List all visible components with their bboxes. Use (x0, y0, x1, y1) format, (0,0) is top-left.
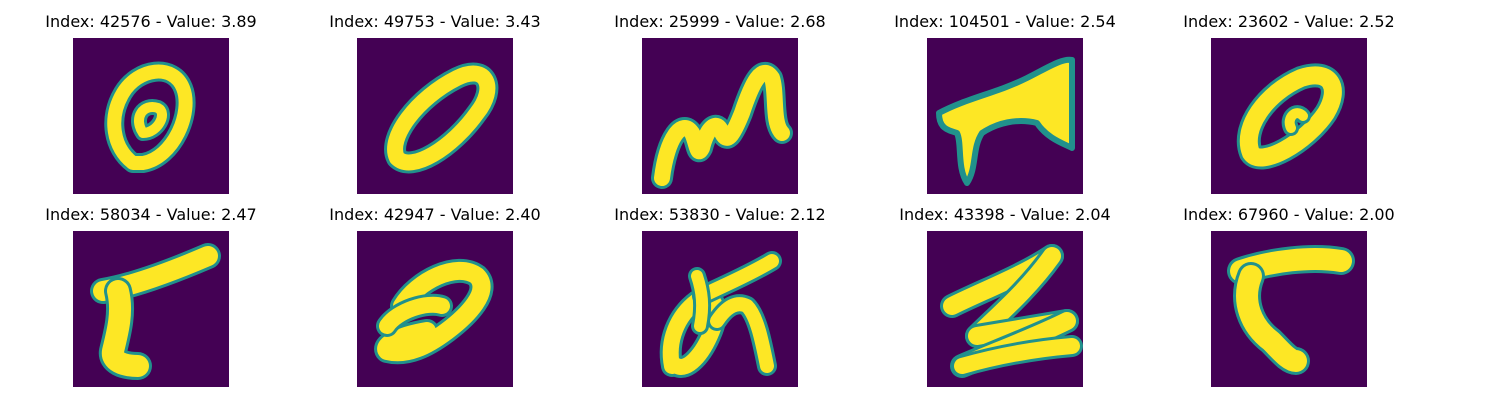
tilted-zero-icon (1211, 38, 1367, 194)
digit-panel: Index: 43398 - Value: 2.04 (863, 205, 1147, 395)
digit-panel: Index: 42947 - Value: 2.40 (293, 205, 577, 395)
panel-title: Index: 42947 - Value: 2.40 (329, 205, 541, 224)
digit-panel: Index: 23602 - Value: 2.52 (1147, 12, 1431, 202)
panel-title: Index: 58034 - Value: 2.47 (45, 205, 257, 224)
loop-oval-icon (73, 38, 229, 194)
digit-panel: Index: 58034 - Value: 2.47 (9, 205, 293, 395)
digit-panel: Index: 67960 - Value: 2.00 (1147, 205, 1431, 395)
digit-panel: Index: 25999 - Value: 2.68 (578, 12, 862, 202)
slanted-zero-icon (357, 38, 513, 194)
scribble-letter-icon (642, 231, 798, 387)
panel-title: Index: 25999 - Value: 2.68 (614, 12, 826, 31)
panel-title: Index: 49753 - Value: 3.43 (329, 12, 541, 31)
panel-title: Index: 43398 - Value: 2.04 (899, 205, 1111, 224)
panel-title: Index: 53830 - Value: 2.12 (614, 205, 826, 224)
r-shape-icon (73, 231, 229, 387)
z-shape-icon (927, 231, 1083, 387)
curved-nine-icon (357, 231, 513, 387)
m-shape-icon (642, 38, 798, 194)
panel-title: Index: 104501 - Value: 2.54 (894, 12, 1116, 31)
blob-shape-icon (927, 38, 1083, 194)
panel-title: Index: 67960 - Value: 2.00 (1183, 205, 1395, 224)
digit-panel: Index: 42576 - Value: 3.89 (9, 12, 293, 202)
panel-title: Index: 23602 - Value: 2.52 (1183, 12, 1395, 31)
panel-title: Index: 42576 - Value: 3.89 (45, 12, 257, 31)
digit-panel: Index: 49753 - Value: 3.43 (293, 12, 577, 202)
seven-shape-icon (1211, 231, 1367, 387)
digit-panel: Index: 53830 - Value: 2.12 (578, 205, 862, 395)
digit-panel: Index: 104501 - Value: 2.54 (863, 12, 1147, 202)
